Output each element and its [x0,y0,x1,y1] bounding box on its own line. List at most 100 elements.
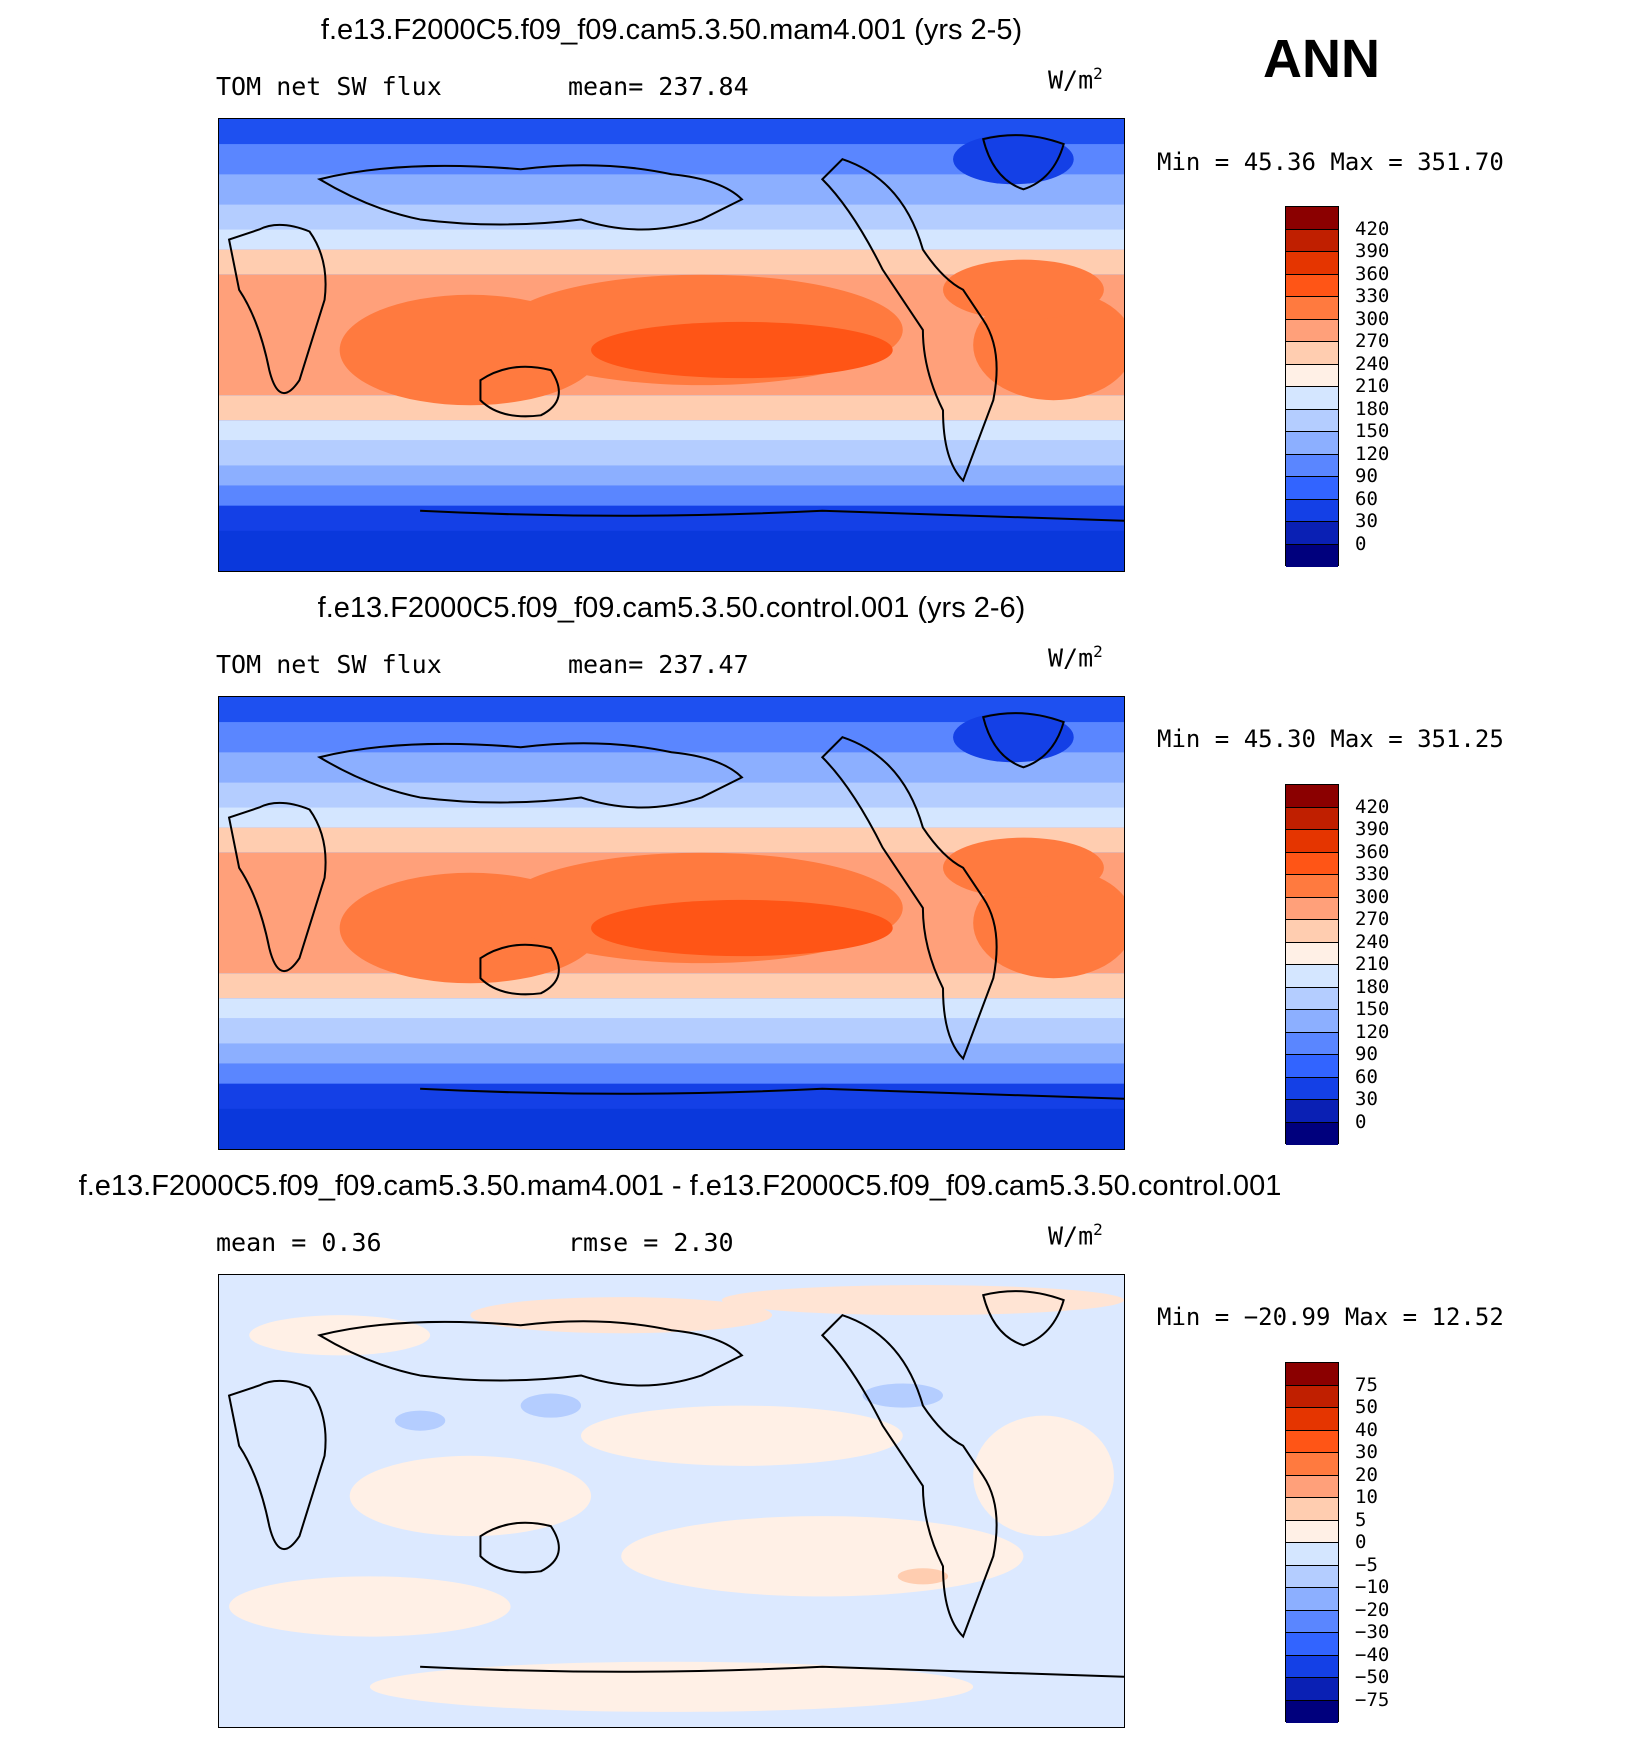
colorbar-segment [1286,409,1338,432]
colorbar-tick-label: 20 [1355,1463,1378,1486]
colorbar-tick-label: 10 [1355,1486,1378,1508]
colorbar-segment [1286,1678,1338,1701]
panel-2-variable-label: TOM net SW flux [216,650,442,679]
panel-3-units: W/m2 [1048,1220,1103,1251]
panel-1-units: W/m2 [1048,64,1103,95]
colorbar-tick-label: 90 [1355,465,1378,487]
panel-2-mean-label: mean= 237.47 [568,650,749,679]
panel-2-units: W/m2 [1048,642,1103,673]
colorbar-segment [1286,342,1338,365]
colorbar-segment [1286,942,1338,965]
colorbar-tick-label: 330 [1355,285,1390,307]
colorbar-tick-label: 120 [1355,442,1390,465]
colorbar-segment [1286,807,1338,830]
panel-1-variable-label: TOM net SW flux [216,72,442,101]
colorbar-segment [1286,499,1338,522]
colorbar-segment [1286,1032,1338,1055]
panel-3-map [218,1274,1125,1728]
colorbar-tick-label: 300 [1355,885,1390,908]
colorbar-segment [1286,1475,1338,1498]
colorbar-tick-label: 300 [1355,307,1390,330]
colorbar-tick-label: 50 [1355,1396,1378,1418]
panel-1-map [218,118,1125,572]
colorbar-segment [1286,1588,1338,1611]
colorbar-tick-label: 30 [1355,1088,1378,1110]
colorbar-tick-label: 420 [1355,795,1390,818]
colorbar-segment [1286,522,1338,545]
colorbar-tick-label: 270 [1355,330,1390,352]
colorbar-segment [1286,319,1338,342]
colorbar-segment [1286,1498,1338,1521]
colorbar-tick-label: 330 [1355,863,1390,885]
colorbar-segment [1286,875,1338,898]
colorbar-segment [1286,1408,1338,1431]
season-label: ANN [1263,29,1380,89]
colorbar-tick-label: 5 [1355,1508,1367,1531]
colorbar-tick-label: 210 [1355,953,1390,975]
colorbar-tick-label: 30 [1355,1441,1378,1463]
colorbar-segment [1286,852,1338,875]
panel-1-map-plot [219,119,1124,571]
colorbar-segment [1286,1565,1338,1588]
panel-1-colorbar [1285,206,1339,567]
colorbar-segment [1286,920,1338,943]
colorbar-segment [1286,1122,1338,1145]
colorbar-segment [1286,965,1338,988]
colorbar-segment [1286,1610,1338,1633]
colorbar-tick-label: −50 [1355,1666,1390,1688]
panel-3-map-plot [219,1275,1124,1727]
colorbar-segment [1286,987,1338,1010]
panel-2-title: f.e13.F2000C5.f09_f09.cam5.3.50.control.… [317,592,1026,624]
colorbar-segment [1286,1700,1338,1723]
colorbar-segment [1286,1543,1338,1566]
colorbar-tick-label: 180 [1355,397,1390,420]
colorbar-segment [1286,830,1338,853]
panel-3-mean-label: mean = 0.36 [216,1228,382,1257]
colorbar-segment [1286,477,1338,500]
colorbar-tick-label: 240 [1355,352,1390,375]
panel-2-map-plot [219,697,1124,1149]
colorbar-tick-label: −40 [1355,1643,1390,1666]
colorbar-segment [1286,1520,1338,1543]
colorbar-tick-label: −20 [1355,1598,1390,1621]
colorbar-segment [1286,897,1338,920]
colorbar-segment [1286,364,1338,387]
colorbar-segment [1286,229,1338,252]
colorbar-tick-label: −75 [1355,1688,1390,1711]
colorbar-segment [1286,1363,1338,1386]
colorbar-tick-label: 360 [1355,840,1390,863]
colorbar-segment [1286,785,1338,808]
colorbar-tick-label: 120 [1355,1020,1390,1043]
colorbar-segment [1286,1100,1338,1123]
colorbar-tick-label: 420 [1355,217,1390,240]
colorbar-segment [1286,544,1338,567]
colorbar-segment [1286,252,1338,275]
panel-3-colorbar [1285,1362,1339,1723]
colorbar-tick-label: 360 [1355,262,1390,285]
colorbar-segment [1286,1453,1338,1476]
panel-3-title: f.e13.F2000C5.f09_f09.cam5.3.50.mam4.001… [78,1170,1282,1202]
colorbar-segment [1286,1655,1338,1678]
panel-2-colorbar [1285,784,1339,1145]
colorbar-tick-label: 390 [1355,240,1390,262]
colorbar-tick-label: 0 [1355,1110,1367,1133]
colorbar-tick-label: −30 [1355,1621,1390,1643]
colorbar-segment [1286,432,1338,455]
colorbar-segment [1286,207,1338,230]
colorbar-segment [1286,1430,1338,1453]
colorbar-tick-label: 240 [1355,930,1390,953]
colorbar-tick-label: 75 [1355,1373,1378,1396]
colorbar-segment [1286,1385,1338,1408]
panel-1-minmax: Min = 45.36 Max = 351.70 [1157,148,1504,176]
colorbar-segment [1286,1077,1338,1100]
colorbar-segment [1286,1055,1338,1078]
colorbar-segment [1286,387,1338,410]
colorbar-tick-label: 150 [1355,420,1390,442]
colorbar-tick-label: −5 [1355,1553,1378,1576]
colorbar-tick-label: 210 [1355,375,1390,397]
colorbar-tick-label: 60 [1355,1065,1378,1088]
colorbar-segment [1286,1010,1338,1033]
colorbar-tick-label: 0 [1355,1531,1367,1553]
colorbar-segment [1286,454,1338,477]
panel-1-title: f.e13.F2000C5.f09_f09.cam5.3.50.mam4.001… [320,14,1023,46]
